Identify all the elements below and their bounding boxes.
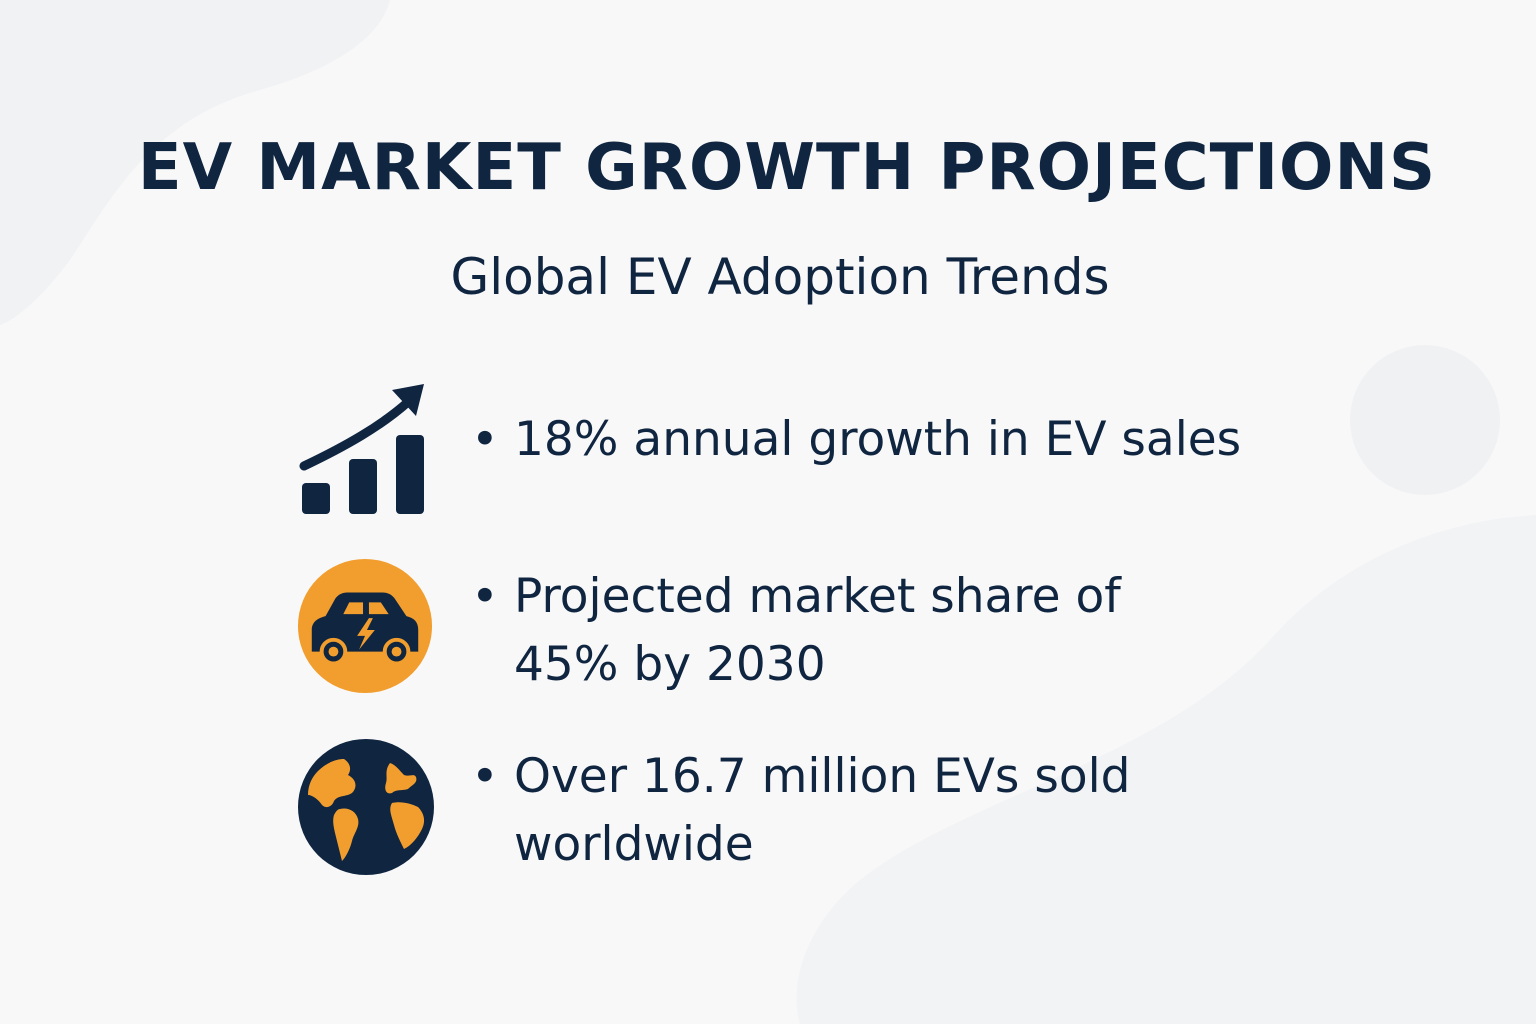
text-line: 45% by 2030 xyxy=(514,637,826,692)
text-line: Projected market share of xyxy=(514,569,1121,624)
text-line: Over 16.7 million EVs sold xyxy=(514,749,1131,804)
bullet: • xyxy=(471,412,499,467)
stat-text-market-share: Projected market share of 45% by 2030 xyxy=(514,563,1121,699)
text-line: 18% annual growth in EV sales xyxy=(514,412,1242,467)
growth-chart-icon xyxy=(299,384,424,514)
stat-text-growth: 18% annual growth in EV sales xyxy=(514,406,1241,474)
text-line: worldwide xyxy=(514,817,754,872)
stat-text-sales: Over 16.7 million EVs sold worldwide xyxy=(514,743,1131,879)
bullet: • xyxy=(471,749,499,804)
electric-car-icon xyxy=(297,558,433,694)
page-title: EV MARKET GROWTH PROJECTIONS xyxy=(137,131,1437,205)
bullet: • xyxy=(471,569,499,624)
page-subtitle: Global EV Adoption Trends xyxy=(450,248,1110,306)
globe-icon xyxy=(298,739,434,875)
